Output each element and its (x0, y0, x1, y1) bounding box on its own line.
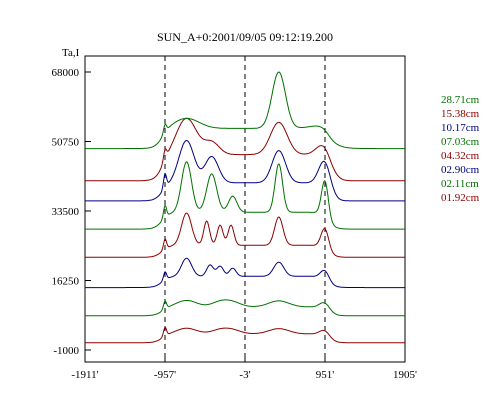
series-line-28.71cm (85, 71, 405, 150)
legend-item-28.71cm: 28.71cm (441, 94, 480, 106)
x-tick-label-0: -1911' (71, 369, 98, 381)
series-line-07.03cm (85, 161, 405, 230)
x-tick-label-3: 951' (316, 369, 335, 381)
legend-item-15.38cm: 15.38cm (441, 108, 480, 120)
x-tick-label-1: -957' (154, 369, 176, 381)
y-tick-label-2: 33500 (52, 206, 80, 218)
legend-item-02.11cm: 02.11cm (441, 178, 479, 190)
legend-item-02.90cm: 02.90cm (441, 164, 480, 176)
series-line-01.92cm (85, 327, 405, 344)
legend-item-10.17cm: 10.17cm (441, 122, 480, 134)
legend-item-01.92cm: 01.92cm (441, 192, 480, 204)
x-tick-label-4: 1905' (393, 369, 417, 381)
series-line-10.17cm (85, 139, 405, 202)
series-line-15.38cm (85, 117, 405, 182)
y-axis-label: Ta,I (62, 47, 80, 59)
legend-item-04.32cm: 04.32cm (441, 150, 480, 162)
series-line-04.32cm (85, 212, 405, 258)
y-tick-label-4: -1000 (53, 345, 79, 357)
chart-title: SUN_A+0:2001/09/05 09:12:19.200 (157, 30, 333, 44)
x-tick-label-2: -3' (239, 369, 250, 381)
y-tick-label-3: 16250 (52, 276, 80, 288)
y-tick-label-1: 50750 (52, 137, 80, 149)
y-tick-label-0: 68000 (52, 67, 80, 79)
series-line-02.90cm (85, 257, 405, 289)
series-line-02.11cm (85, 299, 405, 317)
legend-item-07.03cm: 07.03cm (441, 136, 480, 148)
